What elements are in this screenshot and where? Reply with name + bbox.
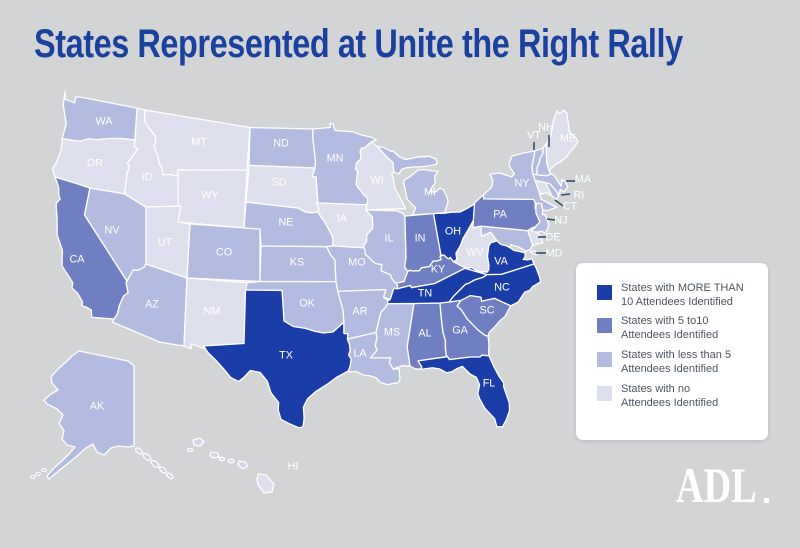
svg-text:MT: MT xyxy=(191,137,207,149)
svg-text:NV: NV xyxy=(105,225,121,237)
svg-text:WV: WV xyxy=(466,247,484,259)
svg-text:PA: PA xyxy=(493,209,507,221)
svg-text:MI: MI xyxy=(424,187,436,199)
svg-text:HI: HI xyxy=(288,461,299,473)
svg-text:MO: MO xyxy=(348,257,365,269)
svg-text:MD: MD xyxy=(546,248,563,260)
svg-text:LA: LA xyxy=(353,348,367,360)
svg-text:NC: NC xyxy=(494,282,510,294)
svg-text:WA: WA xyxy=(96,116,114,128)
svg-text:CA: CA xyxy=(70,254,86,266)
svg-text:GA: GA xyxy=(452,325,468,337)
svg-text:MS: MS xyxy=(384,327,400,339)
svg-text:CT: CT xyxy=(563,201,578,213)
svg-text:IL: IL xyxy=(384,233,393,245)
svg-text:AL: AL xyxy=(418,328,431,340)
svg-text:AR: AR xyxy=(353,306,368,318)
svg-text:NH: NH xyxy=(538,122,554,134)
svg-text:CO: CO xyxy=(216,247,232,259)
svg-text:VA: VA xyxy=(494,256,508,268)
svg-text:UT: UT xyxy=(158,237,173,249)
svg-text:TX: TX xyxy=(279,350,293,362)
svg-text:AK: AK xyxy=(90,401,105,413)
svg-text:NE: NE xyxy=(279,217,294,229)
svg-text:OH: OH xyxy=(445,226,461,238)
svg-text:ND: ND xyxy=(273,138,289,150)
svg-text:IN: IN xyxy=(415,233,426,245)
svg-text:KS: KS xyxy=(290,257,304,269)
svg-text:KY: KY xyxy=(431,264,445,276)
svg-text:NM: NM xyxy=(204,306,221,318)
svg-text:OR: OR xyxy=(87,158,103,170)
svg-text:NY: NY xyxy=(515,178,530,190)
svg-text:AZ: AZ xyxy=(145,299,159,311)
svg-text:ID: ID xyxy=(142,172,153,184)
svg-text:TN: TN xyxy=(418,288,432,300)
svg-text:MA: MA xyxy=(575,174,592,186)
svg-text:SD: SD xyxy=(272,177,287,189)
svg-text:DE: DE xyxy=(546,232,561,244)
svg-text:FL: FL xyxy=(483,378,496,390)
svg-text:WY: WY xyxy=(201,190,218,202)
svg-text:OK: OK xyxy=(299,298,315,310)
svg-text:WI: WI xyxy=(370,175,383,187)
svg-text:VT: VT xyxy=(527,130,541,142)
svg-text:SC: SC xyxy=(480,305,495,317)
svg-text:RI: RI xyxy=(574,190,585,202)
svg-text:MN: MN xyxy=(327,153,344,165)
svg-text:NJ: NJ xyxy=(554,215,567,227)
svg-text:IA: IA xyxy=(337,213,348,225)
svg-text:ME: ME xyxy=(560,133,576,145)
